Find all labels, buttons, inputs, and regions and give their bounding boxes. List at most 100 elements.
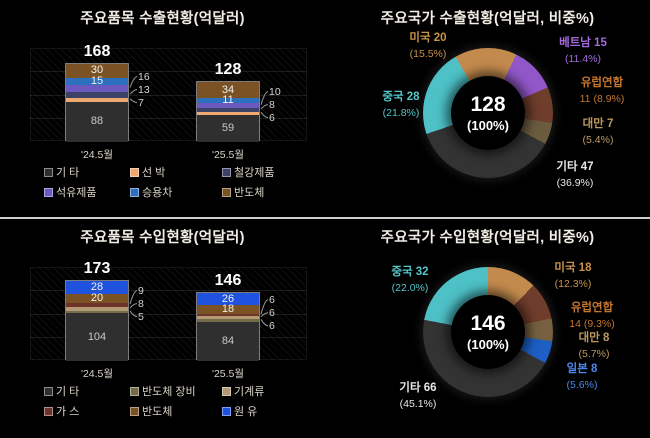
segment-value: 15 (90, 74, 104, 87)
segment-semiconductors: 30 (66, 63, 128, 78)
bar-total-label: 173 (83, 259, 111, 277)
callout-label: 6 (269, 111, 275, 124)
slice-label-line1: 대만 8 (578, 332, 610, 344)
donut-center: 146 (100%) (451, 295, 525, 369)
segment-machinery (66, 307, 128, 311)
callout-label: 13 (138, 83, 150, 96)
legend-swatch (130, 167, 139, 177)
legend-swatch (130, 187, 139, 197)
slice-label-line1: 미국 20 (409, 32, 447, 44)
slice-label-china: 중국 32 (22.0%) (367, 265, 453, 295)
legend-item-semiconductors: 반도체 (222, 184, 274, 200)
slice-label-taiwan: 대만 7 (5.4%) (565, 117, 631, 147)
segment-cars: 15 (66, 74, 128, 87)
segment-petroleum-products (197, 103, 259, 109)
segment-gas (66, 302, 128, 308)
gridline (30, 336, 307, 338)
gridline (30, 313, 307, 315)
bar-total-label: 168 (83, 42, 111, 60)
export-countries-chart: 주요국가 수출현황(억달러, 비중%) 128 (100%) 미국 20 (15.5%… (325, 0, 650, 219)
legend-swatch (130, 386, 139, 396)
gridline (30, 117, 307, 119)
legend-label: 가 스 (56, 406, 80, 418)
legend-swatch (44, 167, 53, 177)
slice-label-line2: (12.3%) (554, 277, 592, 290)
bar-1: 28 20 104 (65, 279, 129, 362)
callout-label: 10 (269, 85, 281, 98)
slice-label-line1: 기타 66 (399, 382, 437, 394)
legend-item-semiconductors: 반도체 (130, 403, 222, 419)
segment-semiconductor-equipment (66, 310, 128, 314)
legend-label: 선 박 (142, 167, 166, 179)
segment-cars: 11 (197, 94, 259, 106)
chart-title: 주요품목 수입현황(억달러) (80, 230, 245, 246)
legend-label: 반도체 (142, 406, 173, 418)
legend-swatch (44, 406, 53, 416)
segment-crude-oil: 26 (197, 292, 259, 306)
segment-value: 84 (221, 334, 235, 347)
slice-label-line2: (45.1%) (399, 397, 437, 410)
segment-steel-products (66, 92, 128, 99)
legend-item-steel-products: 철강제품 (222, 164, 274, 180)
legend-item-petroleum-products: 석유제품 (44, 184, 130, 200)
slice-label-line2: (5.4%) (582, 133, 614, 146)
segment-gas (197, 313, 259, 317)
legend-label: 반도체 (234, 187, 265, 199)
gridline (30, 290, 307, 292)
x-axis-label: '24.5월 (80, 149, 114, 161)
slice-label-line1: 중국 32 (391, 266, 429, 278)
chart-title: 주요국가 수입현황(억달러, 비중%) (380, 230, 595, 246)
callout-label: 8 (269, 98, 275, 111)
legend-swatch (222, 187, 231, 197)
legend-label: 기계류 (234, 386, 265, 398)
slice-label-line2: (5.6%) (566, 378, 598, 391)
segment-etc: 59 (197, 114, 259, 142)
segment-value: 30 (90, 64, 104, 77)
slice-label-line1: 유럽연합 (580, 77, 624, 89)
gridline (30, 94, 307, 96)
segment-value: 26 (221, 292, 235, 305)
x-axis-label: '25.5월 (211, 149, 245, 161)
segment-value: 20 (90, 291, 104, 304)
slice-label-usa: 미국 18 (12.3%) (528, 261, 618, 291)
donut-center-percent: (100%) (467, 117, 509, 133)
legend-swatch (130, 406, 139, 416)
segment-semiconductor-equipment (197, 319, 259, 322)
donut-center-value: 146 (470, 312, 506, 336)
segment-crude-oil: 28 (66, 280, 128, 294)
slice-label-line1: 베트남 15 (559, 37, 607, 49)
section-divider (0, 217, 650, 219)
legend-item-ships: 선 박 (130, 164, 222, 180)
slice-label-eu: 유럽연합 14 (9.3%) (549, 301, 635, 331)
callout-label: 16 (138, 70, 150, 83)
legend-item-crude-oil: 원 유 (222, 403, 264, 419)
legend-label: 원 유 (234, 406, 258, 418)
slice-label-line1: 일본 8 (566, 363, 598, 375)
callout-label: 5 (138, 310, 144, 323)
legend-label: 승용차 (142, 187, 173, 199)
slice-label-etc: 기타 47 (36.9%) (537, 160, 613, 190)
donut-center-percent: (100%) (467, 336, 509, 352)
chart-title: 주요품목 수출현황(억달러) (80, 11, 245, 27)
legend-item-semiconductor-equipment: 반도체 장비 (130, 383, 222, 399)
legend-item-cars: 승용차 (130, 184, 222, 200)
legend-label: 기 타 (56, 386, 80, 398)
segment-etc: 104 (66, 313, 128, 362)
export-items-chart: 주요품목 수출현황(억달러) 30 15 88 168 '24.5월 16 13 7 34 11 5… (0, 0, 325, 219)
segment-semiconductors: 20 (66, 291, 128, 304)
bar-total-label: 146 (214, 272, 242, 290)
callout-label: 6 (269, 293, 275, 306)
slice-label-japan: 일본 8 (5.6%) (547, 362, 617, 392)
callout-label: 9 (138, 284, 144, 297)
segment-value: 34 (221, 83, 235, 96)
legend-label: 철강제품 (234, 167, 275, 179)
bar-1: 30 15 88 (65, 62, 129, 143)
import-countries-chart: 주요국가 수입현황(억달러, 비중%) 146 (100%) 미국 18 (12.3%… (325, 219, 650, 438)
legend-swatch (222, 386, 231, 396)
slice-label-line2: (21.8%) (382, 106, 420, 119)
segment-ships (66, 98, 128, 102)
chart-title: 주요국가 수출현황(억달러, 비중%) (380, 11, 595, 27)
slice-label-line2: (22.0%) (391, 281, 429, 294)
donut-center: 128 (100%) (451, 76, 525, 150)
